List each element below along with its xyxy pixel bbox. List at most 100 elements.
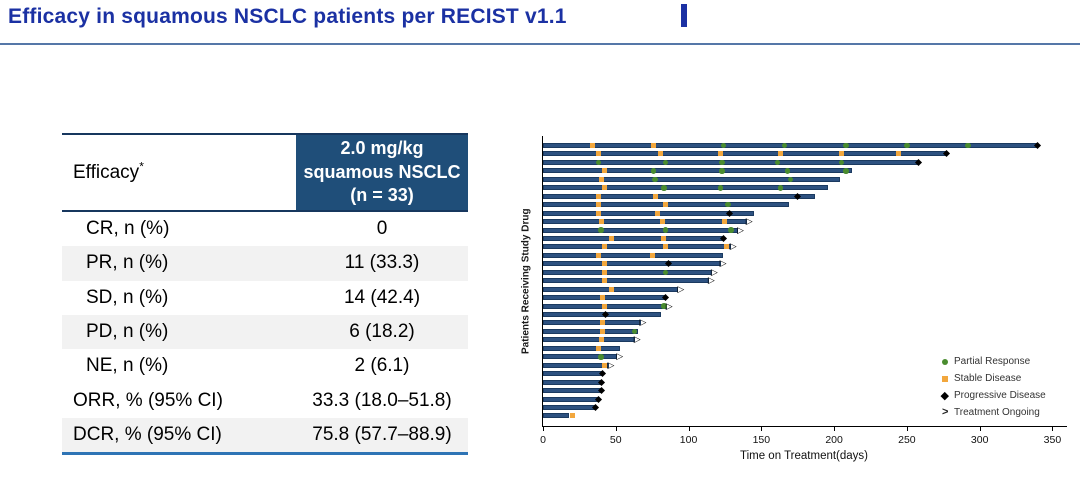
partial-response-marker [598, 354, 604, 360]
row-label: ORR, % (95% CI) [73, 389, 223, 411]
ongoing-legend-icon: > [942, 406, 949, 418]
stable-disease-marker [589, 143, 595, 148]
stable-disease-marker [722, 219, 728, 225]
patient-bar [543, 261, 721, 267]
stable-disease-marker [662, 202, 668, 208]
treatment-ongoing-arrow: ▷ [745, 216, 753, 227]
partial-response-marker [904, 142, 910, 149]
patient-bar [543, 252, 724, 258]
x-axis-tick-label: 200 [825, 434, 843, 446]
stable-disease-marker [662, 244, 668, 250]
stable-disease-marker [595, 210, 601, 216]
x-axis-tick [906, 426, 908, 431]
x-axis-tick-label: 100 [679, 434, 698, 446]
stable-disease-marker [601, 261, 607, 267]
row-label: CR, n (%) [86, 218, 170, 240]
x-axis-tick-label: 300 [970, 434, 989, 446]
partial-response-marker [661, 303, 667, 309]
table-row: PR, n (%) 11 (33.3) [62, 246, 468, 281]
treatment-ongoing-arrow: ▷ [677, 283, 685, 294]
patient-bar [543, 312, 661, 317]
stable-disease-marker [595, 345, 601, 351]
partial-response-marker [631, 328, 638, 335]
population-line: squamous NSCLC [303, 161, 461, 182]
stable-disease-marker [658, 151, 664, 157]
stable-disease-marker [598, 337, 604, 343]
partial-response-marker [661, 185, 667, 191]
treatment-ongoing-arrow: ▷ [707, 275, 715, 286]
x-axis-tick [761, 426, 763, 431]
legend-item-pd: Progressive Disease [940, 387, 1046, 404]
stable-disease-marker [600, 295, 606, 301]
partial-response-marker [662, 269, 669, 275]
swimmer-chart: Patients Receiving Study Drug 0 50 100 150 2… [518, 128, 1078, 473]
x-axis-label: Time on Treatment(days) [739, 450, 869, 462]
dose-line: 2.0 mg/kg [340, 138, 424, 159]
patient-bar [543, 371, 603, 377]
legend-label: Partial Response [954, 356, 1031, 367]
partial-response-marker [662, 227, 669, 233]
row-label: SD, n (%) [86, 286, 169, 308]
x-axis-tick-label: 0 [540, 434, 546, 446]
stable-disease-marker [601, 362, 607, 368]
row-label: NE, n (%) [86, 355, 169, 377]
patient-bar [543, 219, 747, 225]
partial-response-marker [717, 185, 724, 191]
patient-bar [543, 379, 602, 385]
treatment-ongoing-arrow: ▷ [737, 224, 744, 235]
stable-disease-marker [598, 219, 604, 225]
x-axis-tick [543, 426, 544, 431]
patient-bar [543, 345, 621, 351]
partial-response-marker [595, 159, 602, 166]
patient-bar [543, 235, 724, 241]
patient-bar [543, 193, 816, 199]
patient-bar [543, 185, 829, 191]
stable-disease-marker [723, 244, 729, 250]
table-row: ORR, % (95% CI) 33.3 (18.0–51.8) [62, 383, 468, 417]
stable-disease-marker [718, 151, 724, 157]
partial-response-marker [781, 142, 788, 149]
x-axis-tick [615, 426, 617, 431]
x-axis-tick [979, 426, 981, 431]
patient-bar [543, 244, 731, 250]
patient-bar [543, 278, 709, 284]
row-value: 33.3 (18.0–51.8) [312, 389, 452, 411]
patient-bar [543, 388, 602, 394]
partial-response-marker [774, 159, 781, 166]
title-divider-line [0, 43, 1080, 45]
efficacy-header-cell: Efficacy* [62, 135, 296, 210]
partial-response-marker [719, 168, 725, 174]
partial-response-marker [728, 227, 734, 233]
table-row: NE, n (%) 2 (6.1) [62, 349, 468, 383]
partial-response-marker [720, 142, 727, 149]
chart-legend: Partial Response Stable Disease Progressiv… [940, 353, 1046, 421]
stable-disease-marker [601, 185, 607, 191]
x-axis-tick-label: 50 [609, 434, 622, 446]
plot-area: 0 50 100 150 200 250 300 350 ▷ ▷ ▷ ▷ ▷ ▷ ▷ ▷ ▷ ▷ ▷ ▷ [540, 136, 1067, 446]
legend-item-ongoing: > Treatment Ongoing [942, 404, 1046, 421]
treatment-ongoing-arrow: ▷ [710, 266, 718, 277]
row-value: 75.8 (57.7–88.9) [312, 423, 452, 445]
partial-response-marker [784, 168, 791, 174]
x-axis-tick-label: 350 [1043, 434, 1062, 446]
partial-response-marker [650, 168, 657, 174]
stable-disease-marker [569, 413, 575, 419]
stable-disease-marker [598, 176, 604, 182]
stable-disease-marker [838, 151, 844, 157]
legend-item-sd: Stable Disease [942, 370, 1046, 387]
stable-disease-marker [595, 202, 601, 208]
patient-bar [543, 354, 618, 360]
stable-disease-marker [608, 235, 614, 241]
stable-disease-marker [777, 151, 783, 157]
stable-disease-marker [652, 193, 658, 199]
x-axis-tick [834, 426, 836, 431]
dose-group-header-cell: 2.0 mg/kg squamous NSCLC (n = 33) [296, 135, 468, 210]
stable-disease-marker [601, 244, 607, 250]
efficacy-table-header: Efficacy* 2.0 mg/kg squamous NSCLC (n = … [62, 135, 468, 212]
stable-disease-marker [601, 303, 607, 309]
stable-disease-marker [595, 151, 601, 157]
row-value: 0 [376, 218, 388, 240]
sd-legend-icon [942, 375, 954, 382]
stable-disease-marker [661, 235, 667, 241]
stable-disease-marker [595, 193, 601, 199]
